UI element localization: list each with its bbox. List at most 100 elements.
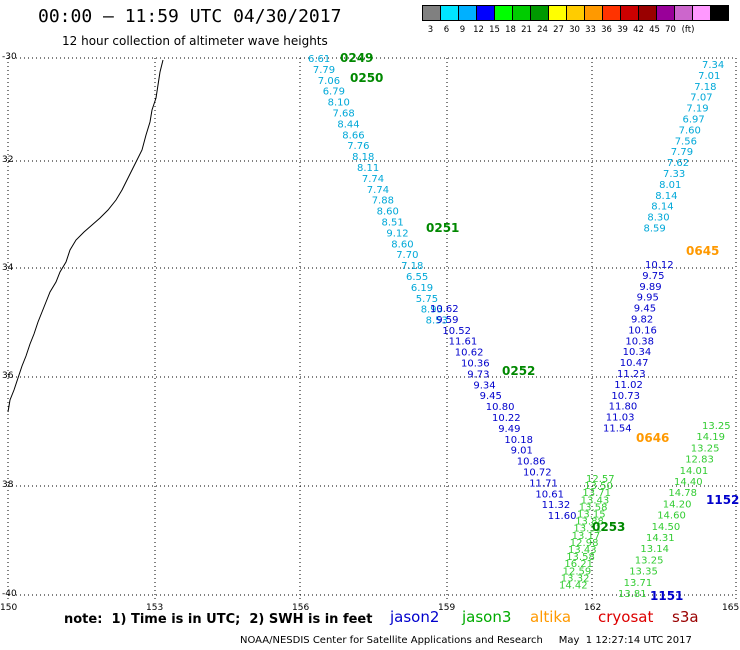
sat-jason2: jason2 — [390, 608, 440, 626]
swh-value: 12.59 — [563, 566, 592, 577]
swh-value: 13.25 — [635, 555, 664, 566]
legend-label: 9 — [459, 25, 466, 35]
swh-value: 7.60 — [679, 125, 701, 136]
time-label: 0251 — [426, 221, 459, 235]
swh-value: 10.86 — [517, 457, 546, 468]
legend-label: 3 — [427, 25, 434, 35]
legend-label: 27 — [553, 25, 564, 35]
swh-value: 7.01 — [698, 71, 720, 82]
legend-label: 21 — [521, 25, 532, 35]
swh-value: 8.30 — [647, 213, 669, 224]
sat-altika: altika — [530, 608, 572, 626]
swh-value: 9.75 — [642, 271, 664, 282]
swh-value: 11.54 — [603, 424, 632, 435]
coastline — [7, 59, 164, 413]
swh-value: 11.23 — [617, 369, 646, 380]
swh-value: 13.25 — [702, 421, 731, 432]
swh-value: 13.58 — [579, 502, 608, 513]
y-tick-30: -30 — [2, 52, 17, 62]
swh-value: 12.98 — [570, 538, 599, 549]
x-tick-150: 150 — [0, 603, 18, 613]
swh-value: 16.21 — [564, 559, 593, 570]
swh-value: 13.15 — [577, 510, 606, 521]
swh-value: 7.74 — [362, 174, 384, 185]
legend-swatches — [422, 5, 729, 21]
y-tick-32: 32 — [2, 155, 14, 165]
swh-value: 11.32 — [542, 500, 571, 511]
swh-value: 8.60 — [377, 207, 399, 218]
swh-value: 7.06 — [318, 76, 340, 87]
swh-value: 9.95 — [637, 293, 659, 304]
swh-value: 10.73 — [611, 391, 640, 402]
swh-value: 8.01 — [659, 180, 681, 191]
x-tick-153: 153 — [146, 603, 164, 613]
legend-label: 30 — [569, 25, 580, 35]
swh-value: 8.60 — [391, 239, 413, 250]
swh-value: 10.12 — [645, 260, 674, 271]
legend-label: 18 — [505, 25, 516, 35]
legend-label: 24 — [537, 25, 548, 35]
swh-value: 8.51 — [382, 218, 404, 229]
swh-value: 7.79 — [671, 147, 693, 158]
x-tick-156: 156 — [292, 603, 310, 613]
swh-value: 13.17 — [572, 531, 601, 542]
swh-value: 8.59 — [644, 224, 666, 235]
swh-value: 6.55 — [406, 272, 428, 283]
swh-value: 10.52 — [442, 326, 471, 337]
time-label: 1152 — [706, 493, 739, 507]
credit-line: NOAA/NESDIS Center for Satellite Applica… — [240, 635, 692, 646]
y-tick-38: 38 — [2, 480, 14, 490]
time-label: 0646 — [636, 431, 669, 445]
swh-value: 11.61 — [449, 337, 478, 348]
swh-value: 7.18 — [694, 82, 716, 93]
swh-value: 13.71 — [624, 578, 653, 589]
legend-label: 39 — [617, 25, 628, 35]
swh-value: 7.88 — [372, 196, 394, 207]
swh-value: 11.02 — [614, 380, 643, 391]
footer-note: note: 1) Time is in UTC; 2) SWH is in fe… — [64, 612, 373, 627]
swh-value: 13.25 — [691, 443, 720, 454]
sat-cryosat: cryosat — [598, 608, 654, 626]
map-grid — [7, 57, 737, 600]
swh-value: 10.16 — [628, 325, 657, 336]
sat-s3a: s3a — [672, 608, 699, 626]
swh-value: 7.76 — [347, 141, 369, 152]
swh-value: 8.18 — [352, 152, 374, 163]
swh-value: 10.47 — [620, 358, 649, 369]
swh-value: 14.20 — [663, 499, 692, 510]
swh-value: 9.12 — [386, 228, 408, 239]
swh-value: 8.10 — [328, 98, 350, 109]
time-label: 0249 — [340, 51, 373, 65]
swh-value: 13.32 — [561, 573, 590, 584]
swh-value: 13.43 — [581, 495, 610, 506]
swh-value: 8.44 — [337, 119, 359, 130]
swh-value: 13.81 — [618, 589, 647, 600]
altimeter-tracks: 6.617.797.066.798.107.688.448.667.768.18… — [308, 51, 739, 603]
swh-value: 13.71 — [582, 488, 611, 499]
swh-value: 6.97 — [683, 115, 705, 126]
swh-value: 14.78 — [668, 488, 697, 499]
swh-value: 9.59 — [436, 315, 458, 326]
swh-value: 9.49 — [498, 424, 520, 435]
legend-label: (ft) — [681, 25, 695, 35]
swh-value: 12.83 — [685, 455, 714, 466]
swh-value: 14.19 — [696, 432, 725, 443]
swh-value: 14.01 — [680, 466, 709, 477]
swh-value: 12.57 — [586, 474, 615, 485]
x-tick-162: 162 — [584, 603, 602, 613]
swh-value: 13.50 — [584, 481, 613, 492]
time-label: 1151 — [650, 589, 683, 603]
swh-value: 10.72 — [523, 468, 552, 479]
swh-value: 7.79 — [313, 65, 335, 76]
time-label: 0645 — [686, 244, 719, 258]
swh-value: 8.14 — [651, 202, 673, 213]
swh-value: 9.01 — [511, 446, 533, 457]
swh-value: 14.31 — [646, 533, 675, 544]
swh-value: 9.73 — [467, 369, 489, 380]
swh-value: 13.43 — [568, 545, 597, 556]
swh-value: 6.19 — [411, 283, 433, 294]
swh-value: 13.35 — [629, 567, 658, 578]
swh-value: 9.34 — [473, 380, 495, 391]
swh-value: 7.19 — [686, 104, 708, 115]
